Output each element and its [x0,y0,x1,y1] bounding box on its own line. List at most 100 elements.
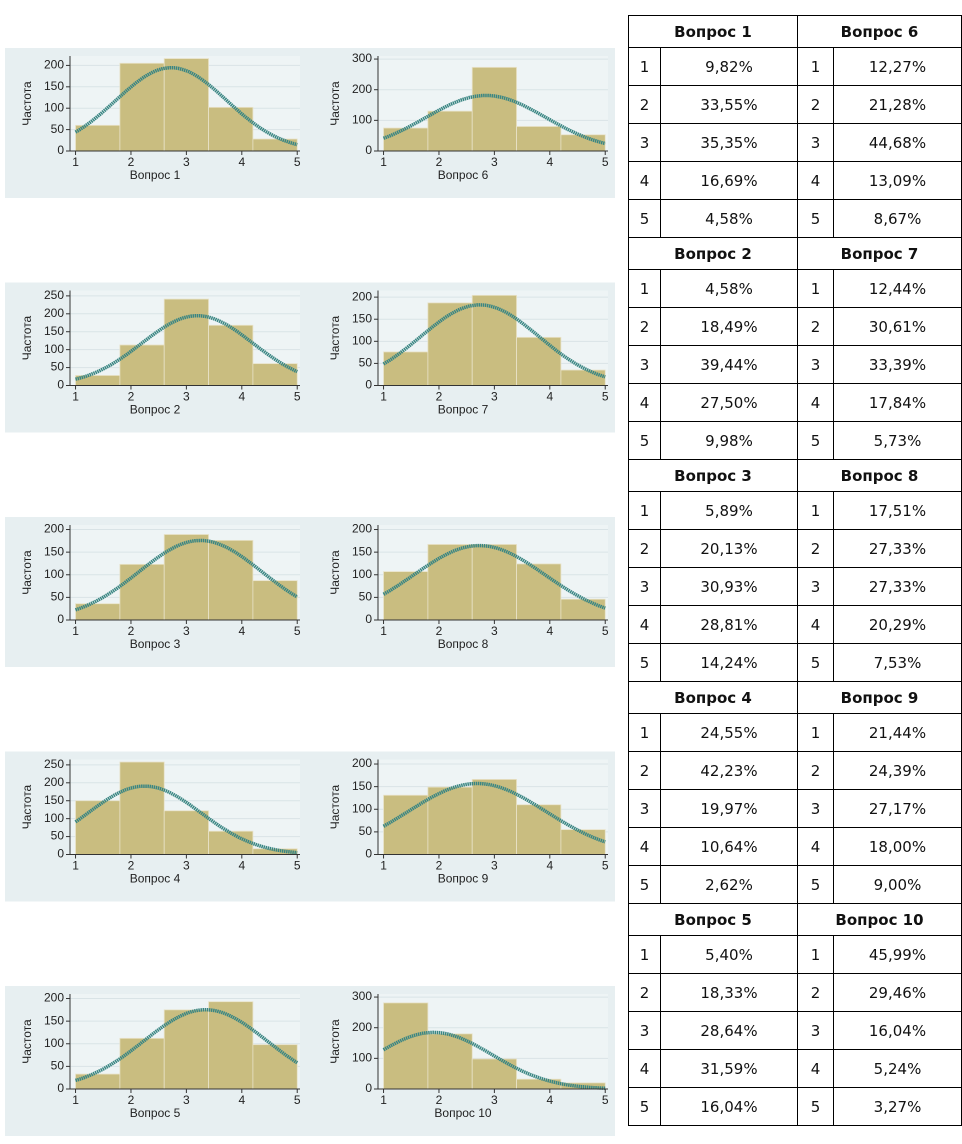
table-row: 5 14,24% 5 7,53% [628,643,962,682]
x-tick-label: 1 [72,1093,79,1107]
y-tick-label: 0 [57,143,64,157]
cell: 17,51% [833,491,962,530]
bar [75,800,121,855]
x-tick-label: 1 [380,859,387,873]
bar [119,344,165,386]
x-axis-label: Вопрос 6 [438,168,489,182]
cell: 5 [797,1087,834,1126]
y-axis-label: Частота [20,81,34,126]
y-tick-label: 150 [44,544,64,558]
cell: 3 [797,789,834,828]
cell: 24,55% [660,713,798,752]
y-tick-label: 0 [365,1081,372,1095]
x-tick-label: 4 [546,1093,553,1107]
x-tick-label: 2 [128,624,135,638]
table-row: Вопрос 2 Вопрос 7 [628,237,962,270]
y-tick-label: 150 [352,779,372,793]
table-row: 1 5,89% 1 17,51% [628,491,962,530]
table-row: Вопрос 1 Вопрос 6 [628,15,962,48]
bar [427,1033,473,1090]
x-tick-label: 4 [546,390,553,404]
normal-curve [382,303,606,379]
table-row: 2 18,49% 2 30,61% [628,307,962,346]
cell: 16,04% [660,1087,798,1126]
normal-curve [74,538,299,612]
y-tick-label: 100 [44,811,64,825]
cell: 42,23% [660,751,798,790]
x-tick-label: 3 [183,1093,190,1107]
cell: 21,44% [833,713,962,752]
y-tick-label: 0 [57,847,64,861]
x-tick-label: 1 [380,1093,387,1107]
y-tick-label: 150 [44,324,64,338]
y-tick-label: 50 [359,590,373,604]
bar [119,563,165,621]
cell: 13,09% [833,161,962,200]
cell: 4 [628,1049,661,1088]
table-row: 3 30,93% 3 27,33% [628,567,962,606]
normal-curve [382,781,606,844]
cell: 3,27% [833,1087,962,1126]
table-row: 1 24,55% 1 21,44% [628,713,962,752]
y-tick-label: 0 [365,847,372,861]
y-tick-label: 200 [44,306,64,320]
cell: 4,58% [660,269,798,308]
x-axis-label: Вопрос 10 [434,1106,492,1120]
cell: 4 [628,383,661,422]
cell: 27,33% [833,529,962,568]
cell: 44,68% [833,123,962,162]
cell: 1 [628,935,661,974]
cell: 8,67% [833,199,962,238]
cell: 4 [797,827,834,866]
y-tick-label: 100 [352,801,372,815]
bar [560,369,606,386]
cell: 18,49% [660,307,798,346]
cell: 2 [797,85,834,124]
bar [471,66,517,152]
cell: 1 [628,47,661,86]
x-tick-label: 1 [72,624,79,638]
table-row: 5 2,62% 5 9,00% [628,865,962,904]
cell: 4 [797,383,834,422]
cell: 5 [628,1087,661,1126]
y-tick-label: 0 [365,378,372,392]
y-tick-label: 200 [352,522,372,536]
header-cell: Вопрос 8 [797,459,962,492]
x-tick-label: 2 [128,1093,135,1107]
cell: 5 [797,199,834,238]
cell: 16,69% [660,161,798,200]
x-tick-label: 3 [491,1093,498,1107]
x-tick-label: 5 [602,624,609,638]
bar [516,563,562,621]
x-tick-label: 2 [128,859,135,873]
normal-curve [382,543,606,610]
cell: 2 [628,85,661,124]
cell: 4 [797,605,834,644]
table-row: 5 16,04% 5 3,27% [628,1087,962,1126]
x-tick-label: 5 [602,390,609,404]
x-axis-label: Вопрос 9 [438,872,489,886]
table-row: 4 27,50% 4 17,84% [628,383,962,422]
cell: 2 [628,973,661,1012]
x-tick-label: 1 [380,390,387,404]
cell: 12,44% [833,269,962,308]
y-tick-label: 250 [44,288,64,302]
bar [208,324,254,386]
cell: 1 [628,491,661,530]
x-tick-label: 4 [546,155,553,169]
bar [560,598,606,621]
cell: 1 [628,713,661,752]
bar [208,1001,254,1090]
y-tick-label: 0 [57,378,64,392]
table-row: 2 42,23% 2 24,39% [628,751,962,790]
x-tick-label: 5 [602,859,609,873]
y-tick-label: 100 [352,113,372,127]
cell: 5,24% [833,1049,962,1088]
cell: 4 [628,161,661,200]
header-cell: Вопрос 3 [628,459,798,492]
y-axis-label: Частота [328,315,342,360]
cell: 3 [797,345,834,384]
bar [75,124,121,152]
bar [383,127,429,152]
